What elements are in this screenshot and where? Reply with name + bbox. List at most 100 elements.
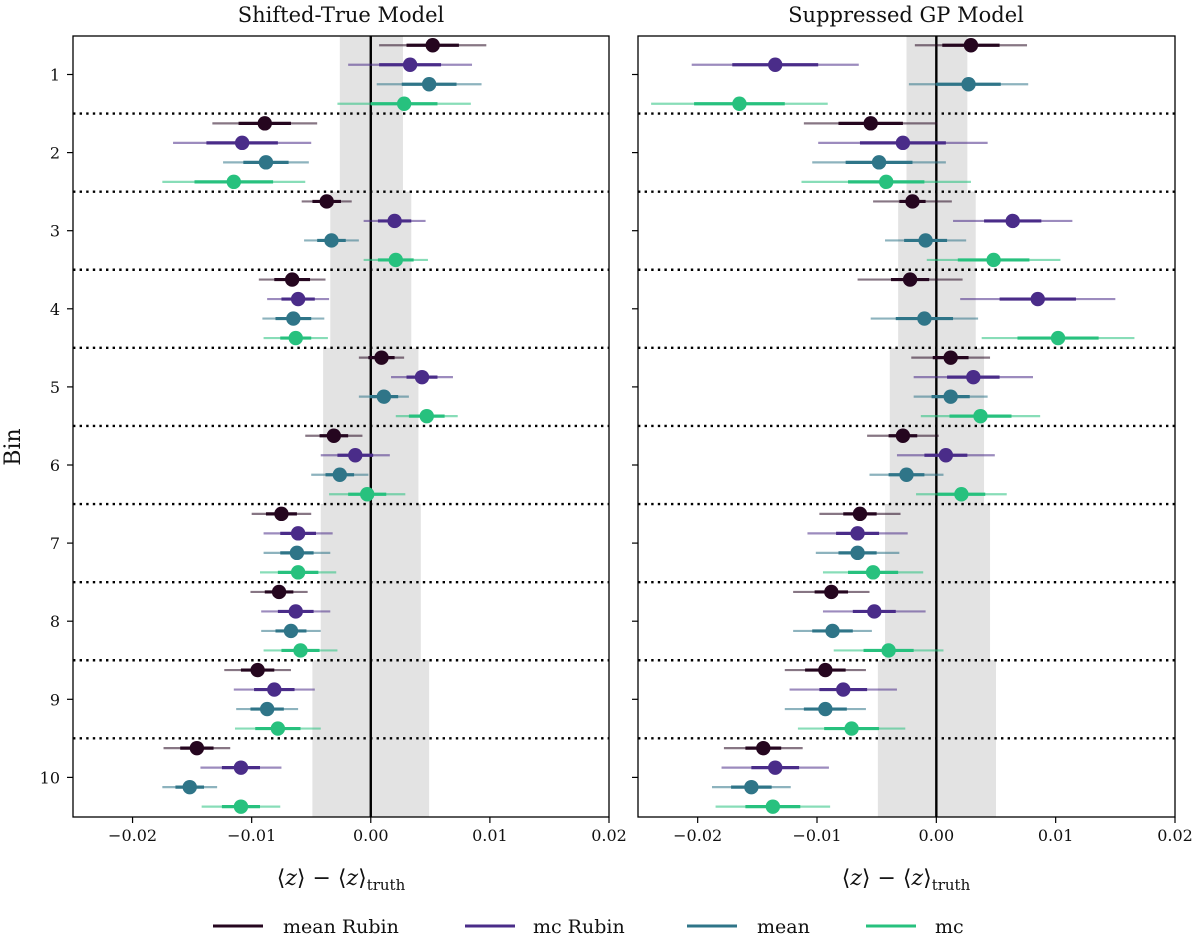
data-point [332, 467, 348, 482]
series-mean-rubin [163, 38, 487, 756]
data-point [324, 233, 339, 248]
data-point [425, 38, 440, 53]
panel-suppressed-gp: Suppressed GP Model −0.02 −0.01 0.00 0.01 0.… [632, 3, 1193, 894]
y-tick-label: 6 [50, 456, 60, 475]
y-axis-label: Bin [1, 428, 26, 465]
y-tick-label: 7 [50, 534, 60, 553]
data-point [768, 760, 783, 775]
data-point [1050, 330, 1066, 346]
data-point [1005, 213, 1020, 229]
data-point [765, 799, 781, 814]
axes-frame [637, 35, 1176, 818]
x-tick-label: 0.00 [919, 826, 955, 845]
data-point [257, 116, 272, 131]
data-point [818, 662, 833, 678]
x-tick-label: 0.01 [472, 826, 508, 845]
data-point [1030, 291, 1045, 307]
data-point [902, 272, 918, 287]
data-point [258, 155, 274, 170]
data-point [768, 57, 783, 72]
legend-item-mean-rubin: mean Rubin [213, 916, 399, 938]
data-point [899, 467, 914, 482]
data-point [289, 545, 305, 561]
series-mean [162, 77, 482, 795]
data-point [250, 662, 265, 678]
data-point [836, 682, 851, 697]
data-point [818, 701, 833, 717]
data-point [918, 233, 933, 248]
panel-title: Shifted-True Model [238, 3, 445, 27]
legend-item-mc-rubin: mc Rubin [465, 916, 625, 938]
data-point [973, 408, 988, 424]
data-point [326, 428, 342, 443]
series-mean-rubin [723, 38, 1028, 756]
y-tick-label: 2 [50, 144, 60, 163]
data-point [938, 448, 954, 463]
data-point [290, 565, 306, 580]
data-point [387, 213, 402, 229]
data-point [895, 135, 911, 151]
legend-label-sub: Rubin [568, 916, 625, 938]
x-tick-label: 0.02 [1157, 826, 1193, 845]
data-point [402, 57, 418, 72]
data-point [396, 96, 412, 111]
data-point [756, 740, 771, 756]
data-point [844, 721, 859, 736]
axes-frame [72, 35, 610, 818]
data-point [270, 721, 286, 736]
data-point [943, 389, 958, 404]
data-point [867, 604, 882, 619]
data-point [388, 252, 403, 268]
y-tick-label: 4 [50, 300, 60, 319]
y-tick-label: 9 [50, 690, 60, 709]
panel-title: Suppressed GP Model [788, 3, 1024, 27]
x-tick-label: −0.02 [673, 826, 722, 845]
legend-item-mean: mean [687, 916, 810, 938]
data-point [871, 155, 887, 170]
data-point [879, 174, 894, 190]
data-point [288, 330, 303, 346]
data-point [234, 135, 250, 151]
data-point [374, 350, 389, 365]
data-point [917, 311, 932, 326]
y-tick-label: 10 [40, 768, 60, 787]
data-point [226, 174, 241, 190]
x-tick-label: 0.01 [1038, 826, 1074, 845]
legend-label: mc [533, 916, 562, 938]
x-axis-label: ⟨z⟩ − ⟨z⟩truth [277, 866, 406, 894]
data-point [824, 584, 839, 600]
data-point [881, 643, 896, 658]
data-point [732, 96, 747, 111]
legend-label-sub: Rubin [342, 916, 399, 938]
data-point [286, 311, 301, 326]
legend-label: mean [757, 916, 810, 938]
series-mc-rubin [691, 57, 1116, 775]
data-point [290, 526, 306, 541]
x-tick-label: −0.02 [108, 826, 157, 845]
x-tick-label: 0.02 [591, 826, 627, 845]
x-axis-label: ⟨z⟩ − ⟨z⟩truth [842, 866, 971, 894]
data-point [863, 116, 878, 131]
x-tick-label: −0.01 [792, 826, 841, 845]
data-point [419, 408, 434, 424]
data-point [961, 77, 976, 92]
data-point [905, 194, 920, 209]
series-mc [162, 96, 471, 814]
data-point [865, 565, 881, 580]
data-point [259, 701, 275, 717]
y-tick-label: 3 [50, 222, 60, 241]
data-point [852, 506, 868, 522]
data-point [284, 272, 300, 287]
data-point [850, 526, 865, 541]
data-point [850, 545, 865, 561]
legend-label: mean [283, 916, 336, 938]
data-point [744, 779, 759, 795]
data-point [963, 38, 979, 53]
x-tick-label: −0.01 [227, 826, 276, 845]
data-point [189, 740, 205, 756]
data-point [319, 194, 334, 209]
data-point [290, 291, 306, 307]
y-tick-label: 5 [50, 378, 60, 397]
